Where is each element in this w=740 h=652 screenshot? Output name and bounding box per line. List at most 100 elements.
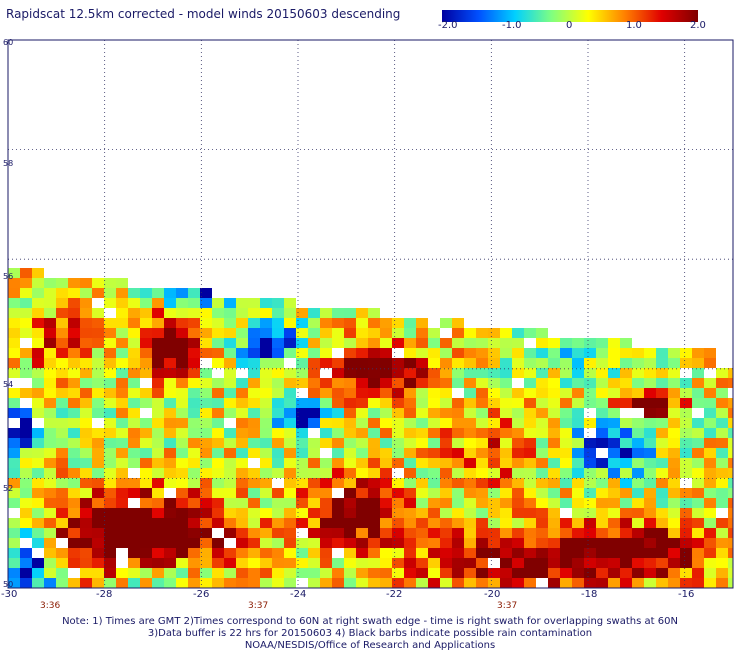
wind-cell xyxy=(572,568,584,578)
wind-cell xyxy=(152,408,164,418)
wind-cell xyxy=(704,448,716,458)
wind-cell xyxy=(488,358,500,368)
wind-cell xyxy=(692,488,704,498)
wind-cell xyxy=(464,418,476,428)
wind-cell xyxy=(524,408,536,418)
wind-cell xyxy=(128,438,140,448)
wind-cell xyxy=(416,338,428,348)
wind-cell xyxy=(224,428,236,438)
wind-cell xyxy=(608,558,620,568)
wind-cell xyxy=(224,308,236,318)
wind-cell xyxy=(524,538,536,548)
wind-cell xyxy=(116,458,128,468)
wind-cell xyxy=(416,508,428,518)
wind-cell xyxy=(680,548,692,558)
wind-cell xyxy=(632,368,644,378)
wind-cell xyxy=(260,408,272,418)
wind-cell xyxy=(356,408,368,418)
wind-cell xyxy=(512,548,524,558)
wind-cell xyxy=(260,348,272,358)
wind-cell xyxy=(296,438,308,448)
wind-cell xyxy=(104,328,116,338)
wind-cell xyxy=(584,438,596,448)
wind-cell xyxy=(92,368,104,378)
wind-cell xyxy=(608,408,620,418)
wind-cell xyxy=(104,548,116,558)
wind-cell xyxy=(500,558,512,568)
wind-cell xyxy=(440,348,452,358)
wind-cell xyxy=(284,488,296,498)
wind-cell xyxy=(560,418,572,428)
wind-cell xyxy=(572,548,584,558)
wind-cell xyxy=(8,438,20,448)
wind-cell xyxy=(452,528,464,538)
wind-cell xyxy=(656,428,668,438)
wind-cell xyxy=(284,398,296,408)
wind-cell xyxy=(344,498,356,508)
wind-cell xyxy=(680,418,692,428)
wind-cell xyxy=(668,548,680,558)
wind-cell xyxy=(44,478,56,488)
wind-cell xyxy=(56,438,68,448)
wind-cell xyxy=(260,358,272,368)
wind-cell xyxy=(464,518,476,528)
wind-cell xyxy=(584,458,596,468)
wind-cell xyxy=(620,338,632,348)
wind-cell xyxy=(356,308,368,318)
wind-cell xyxy=(236,538,248,548)
wind-cell xyxy=(440,398,452,408)
wind-cell xyxy=(212,328,224,338)
wind-cell xyxy=(260,528,272,538)
wind-cell xyxy=(260,488,272,498)
wind-cell xyxy=(344,518,356,528)
wind-cell xyxy=(416,478,428,488)
wind-cell xyxy=(140,498,152,508)
wind-cell xyxy=(416,368,428,378)
wind-cell xyxy=(332,528,344,538)
wind-cell xyxy=(404,328,416,338)
wind-cell xyxy=(320,538,332,548)
wind-cell xyxy=(236,418,248,428)
wind-cell xyxy=(284,328,296,338)
wind-cell xyxy=(200,288,212,298)
wind-cell xyxy=(608,368,620,378)
wind-cell xyxy=(128,568,140,578)
wind-cell xyxy=(104,568,116,578)
wind-cell xyxy=(500,328,512,338)
wind-cell xyxy=(620,358,632,368)
wind-cell xyxy=(440,488,452,498)
wind-cell xyxy=(20,548,32,558)
wind-cell xyxy=(608,398,620,408)
wind-cell xyxy=(632,448,644,458)
wind-cell xyxy=(128,298,140,308)
wind-cell xyxy=(464,448,476,458)
wind-cell xyxy=(488,528,500,538)
wind-cell xyxy=(80,308,92,318)
wind-cell xyxy=(620,478,632,488)
wind-cell xyxy=(524,518,536,528)
wind-cell xyxy=(152,428,164,438)
wind-cell xyxy=(164,368,176,378)
wind-cell xyxy=(248,398,260,408)
wind-cell xyxy=(200,428,212,438)
wind-cell xyxy=(20,568,32,578)
wind-cell xyxy=(8,568,20,578)
wind-cell xyxy=(476,338,488,348)
wind-cell xyxy=(152,368,164,378)
wind-cell xyxy=(80,438,92,448)
wind-cell xyxy=(344,478,356,488)
wind-cell xyxy=(356,488,368,498)
wind-cell xyxy=(20,448,32,458)
wind-cell xyxy=(704,428,716,438)
wind-cell xyxy=(584,498,596,508)
wind-cell xyxy=(56,338,68,348)
wind-cell xyxy=(668,418,680,428)
wind-cell xyxy=(164,328,176,338)
wind-cell xyxy=(116,438,128,448)
wind-cell xyxy=(188,388,200,398)
colorbar-tick-label: -1.0 xyxy=(502,20,522,31)
wind-cell xyxy=(8,528,20,538)
wind-cell xyxy=(272,348,284,358)
wind-cell xyxy=(476,378,488,388)
wind-cell xyxy=(56,298,68,308)
